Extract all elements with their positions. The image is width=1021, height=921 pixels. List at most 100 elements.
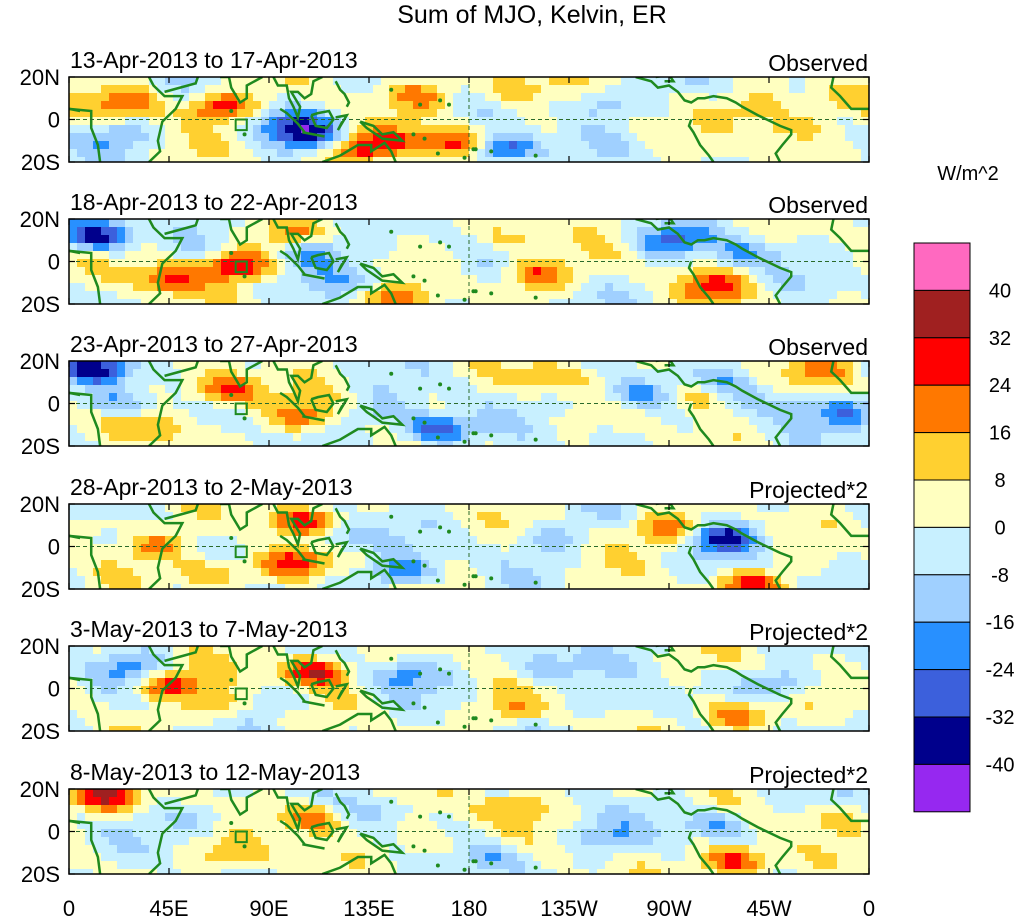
contour-cell xyxy=(469,283,478,292)
contour-cell xyxy=(117,528,126,537)
island xyxy=(418,244,423,249)
contour-cell xyxy=(301,544,310,553)
contour-cell xyxy=(733,377,742,386)
contour-cell xyxy=(229,251,238,260)
contour-cell xyxy=(117,149,126,158)
contour-cell xyxy=(77,409,86,418)
contour-cell xyxy=(829,243,838,252)
contour-cell xyxy=(589,125,598,134)
contour-cell xyxy=(285,393,294,402)
contour-cell xyxy=(189,251,198,260)
contour-cell xyxy=(149,117,158,126)
contour-cell xyxy=(365,227,374,236)
contour-cell xyxy=(301,425,310,434)
contour-cell xyxy=(613,385,622,394)
contour-cell xyxy=(237,662,246,671)
contour-cell xyxy=(213,528,222,537)
contour-cell xyxy=(685,235,694,244)
contour-cell xyxy=(717,243,726,252)
contour-cell xyxy=(245,393,254,402)
contour-cell xyxy=(109,710,118,719)
contour-cell xyxy=(269,235,278,244)
contour-cell xyxy=(149,267,158,276)
contour-cell xyxy=(581,409,590,418)
contour-cell xyxy=(397,544,406,553)
contour-cell xyxy=(181,512,190,521)
contour-cell xyxy=(613,101,622,110)
contour-cell xyxy=(285,101,294,110)
contour-cell xyxy=(69,726,78,731)
contour-cell xyxy=(853,243,862,252)
contour-cell xyxy=(709,568,718,577)
contour-cell xyxy=(413,133,422,142)
contour-cell xyxy=(213,219,222,228)
contour-cell xyxy=(509,101,518,110)
contour-cell xyxy=(429,528,438,537)
contour-cell xyxy=(389,536,398,545)
contour-cell xyxy=(277,251,286,260)
contour-cell xyxy=(429,227,438,236)
contour-cell xyxy=(797,141,806,150)
contour-cell xyxy=(861,259,869,268)
contour-cell xyxy=(669,401,678,410)
contour-cell xyxy=(221,393,230,402)
contour-cell xyxy=(205,433,214,442)
contour-cell xyxy=(549,560,558,569)
contour-cell xyxy=(453,157,462,162)
contour-cell xyxy=(149,361,158,370)
contour-cell xyxy=(221,283,230,292)
contour-cell xyxy=(637,401,646,410)
contour-cell xyxy=(677,157,686,162)
contour-cell xyxy=(229,710,238,719)
contour-cell xyxy=(533,393,542,402)
contour-cell xyxy=(469,441,478,446)
contour-cell xyxy=(805,219,814,228)
contour-cell xyxy=(637,576,646,585)
contour-cell xyxy=(469,125,478,134)
contour-cell xyxy=(725,125,734,134)
contour-cell xyxy=(205,584,214,589)
contour-cell xyxy=(429,235,438,244)
contour-cell xyxy=(717,141,726,150)
contour-cell xyxy=(813,536,822,545)
contour-cell xyxy=(77,227,86,236)
contour-cell xyxy=(229,536,238,545)
contour-cell xyxy=(773,584,782,589)
contour-cell xyxy=(661,528,670,537)
contour-cell xyxy=(741,291,750,300)
contour-cell xyxy=(261,243,270,252)
contour-cell xyxy=(381,377,390,386)
contour-cell xyxy=(557,544,566,553)
contour-cell xyxy=(293,227,302,236)
island xyxy=(229,536,234,540)
contour-cell xyxy=(485,584,494,589)
contour-cell xyxy=(629,235,638,244)
contour-cell xyxy=(93,560,102,569)
contour-cell xyxy=(157,584,166,589)
contour-cell xyxy=(405,101,414,110)
contour-cell xyxy=(565,417,574,426)
contour-cell xyxy=(477,299,486,304)
contour-cell xyxy=(133,157,142,162)
contour-cell xyxy=(493,219,502,228)
contour-cell xyxy=(293,520,302,529)
contour-cell xyxy=(101,686,110,695)
contour-cell xyxy=(861,369,869,378)
contour-cell xyxy=(485,267,494,276)
island xyxy=(389,514,394,519)
contour-cell xyxy=(373,291,382,300)
contour-cell xyxy=(749,259,758,268)
contour-cell xyxy=(821,512,830,521)
contour-cell xyxy=(205,125,214,134)
contour-cell xyxy=(389,275,398,284)
contour-cell xyxy=(485,109,494,118)
contour-cell xyxy=(389,267,398,276)
contour-cell xyxy=(557,133,566,142)
contour-cell xyxy=(157,710,166,719)
contour-cell xyxy=(437,291,446,300)
contour-cell xyxy=(197,133,206,142)
contour-cell xyxy=(589,93,598,102)
contour-cell xyxy=(285,544,294,553)
contour-cell xyxy=(317,227,326,236)
